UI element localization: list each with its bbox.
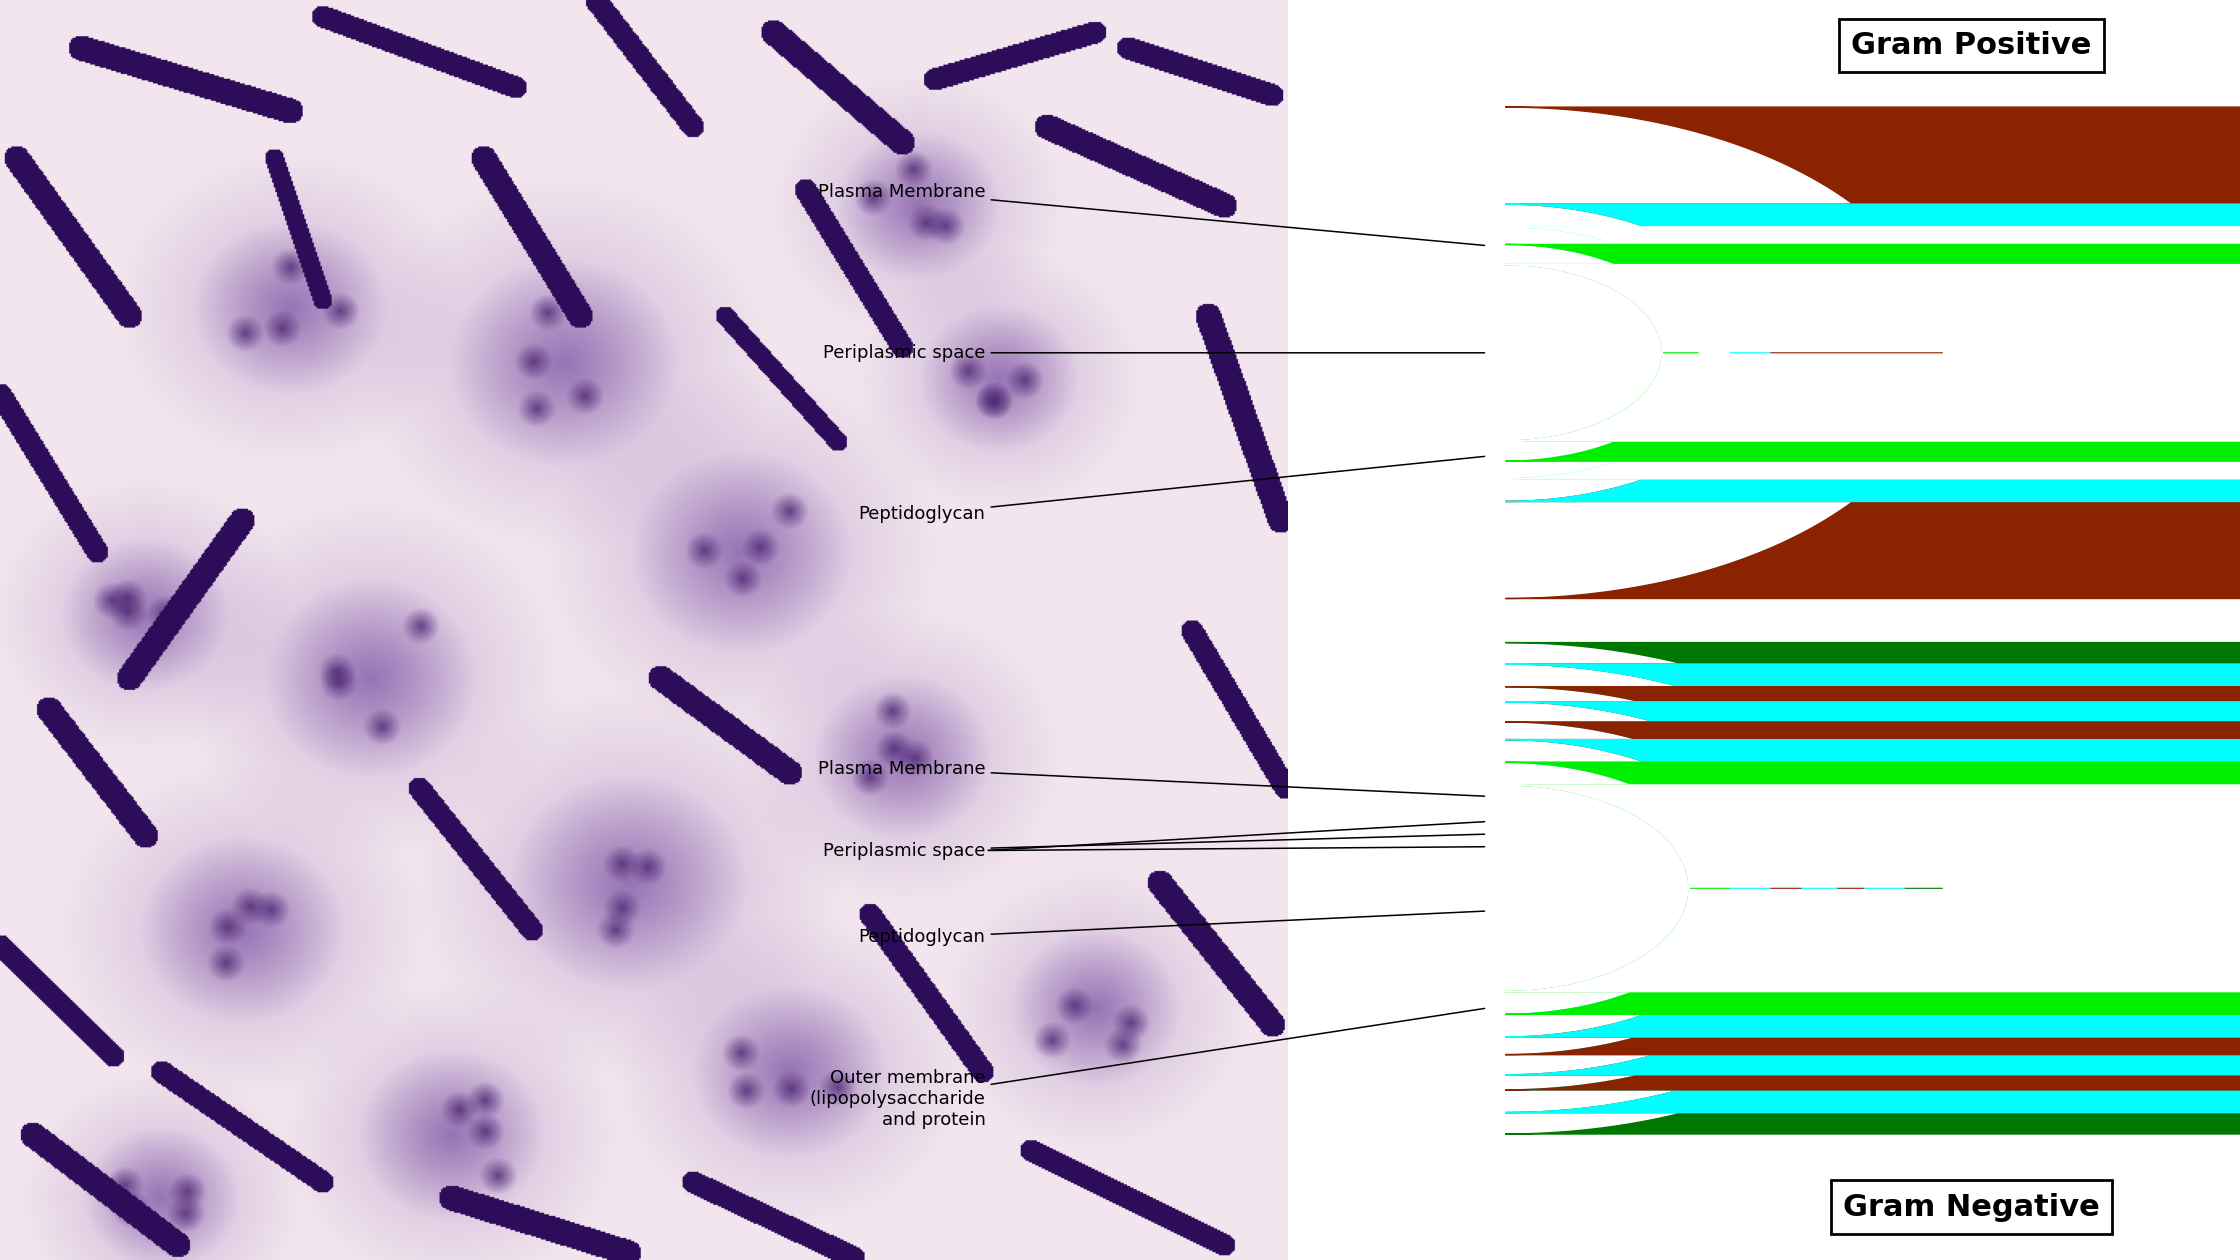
- Text: Peptidoglycan: Peptidoglycan: [858, 911, 1485, 946]
- Polygon shape: [1505, 722, 2240, 1055]
- Text: Periplasmic space: Periplasmic space: [824, 834, 1485, 859]
- Polygon shape: [1505, 762, 2240, 1014]
- Text: Plasma Membrane: Plasma Membrane: [818, 183, 1485, 246]
- Polygon shape: [1505, 227, 2240, 479]
- Text: Peptidoglycan: Peptidoglycan: [858, 456, 1485, 523]
- Polygon shape: [1505, 702, 2240, 1075]
- Polygon shape: [1505, 785, 2240, 992]
- Polygon shape: [1505, 107, 2240, 598]
- Text: Periplasmic space: Periplasmic space: [824, 344, 1485, 362]
- Polygon shape: [1505, 740, 2240, 1037]
- Polygon shape: [1505, 664, 2240, 1113]
- Text: Gram Negative: Gram Negative: [1844, 1192, 2099, 1222]
- Text: Plasma Membrane: Plasma Membrane: [818, 760, 1485, 796]
- Polygon shape: [1505, 204, 2240, 501]
- Polygon shape: [1505, 687, 2240, 1090]
- Polygon shape: [1505, 244, 2240, 461]
- Polygon shape: [1505, 643, 2240, 1134]
- Polygon shape: [1505, 265, 2240, 441]
- Text: Outer membrane
(lipopolysaccharide
and protein: Outer membrane (lipopolysaccharide and p…: [809, 1008, 1485, 1129]
- Text: Gram Positive: Gram Positive: [1850, 30, 2092, 60]
- Bar: [1288, 0, 2240, 1260]
